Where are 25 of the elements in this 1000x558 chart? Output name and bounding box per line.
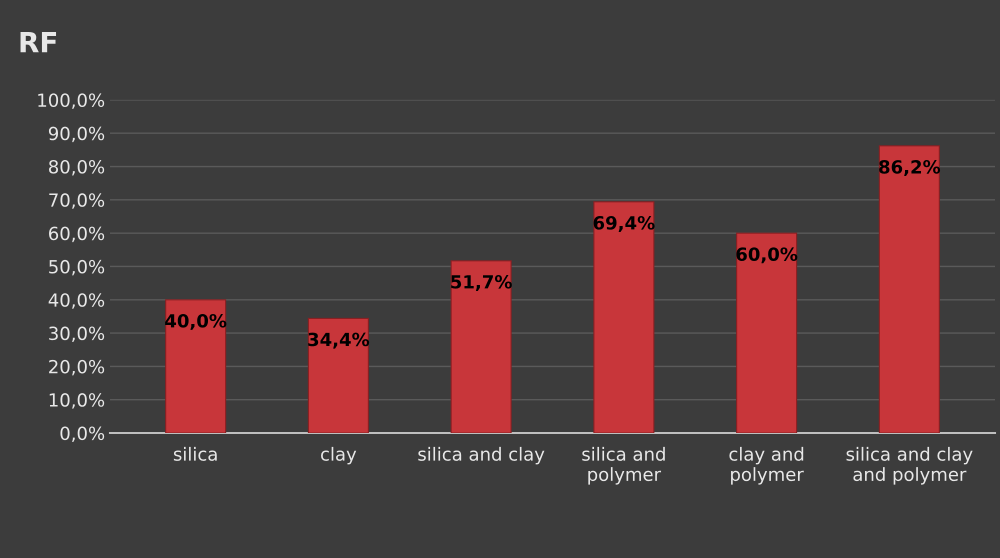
x-tick-label: silica and clay and polymer bbox=[846, 446, 973, 485]
y-tick-label: 70,0% bbox=[49, 193, 104, 209]
y-tick-label: 60,0% bbox=[49, 226, 104, 242]
bar bbox=[736, 232, 798, 434]
data-label: 86,2% bbox=[879, 160, 940, 176]
bar bbox=[308, 318, 369, 434]
x-tick-label: clay and polymer bbox=[729, 446, 804, 485]
y-tick-label: 10,0% bbox=[50, 393, 104, 409]
x-tick-label: clay bbox=[321, 446, 356, 464]
x-tick-label: silica and polymer bbox=[582, 446, 665, 485]
y-tick-label: 30,0% bbox=[49, 326, 104, 342]
bar bbox=[593, 201, 654, 434]
x-tick-label: silica and clay bbox=[418, 446, 544, 464]
x-tick-label: silica bbox=[174, 446, 217, 461]
chart-title: RF bbox=[20, 32, 56, 52]
y-tick-label: 80,0% bbox=[49, 160, 104, 176]
y-tick-label: 20,0% bbox=[49, 360, 104, 376]
y-tick-label: 0,0% bbox=[60, 426, 104, 442]
y-tick-label: 40,0% bbox=[48, 293, 104, 309]
bar bbox=[450, 260, 512, 434]
y-tick-label: 50,0% bbox=[49, 260, 104, 276]
y-tick-label: 100,0% bbox=[38, 93, 104, 109]
bar bbox=[165, 299, 226, 434]
bar bbox=[878, 145, 940, 434]
y-tick-label: 90,0% bbox=[48, 126, 104, 142]
